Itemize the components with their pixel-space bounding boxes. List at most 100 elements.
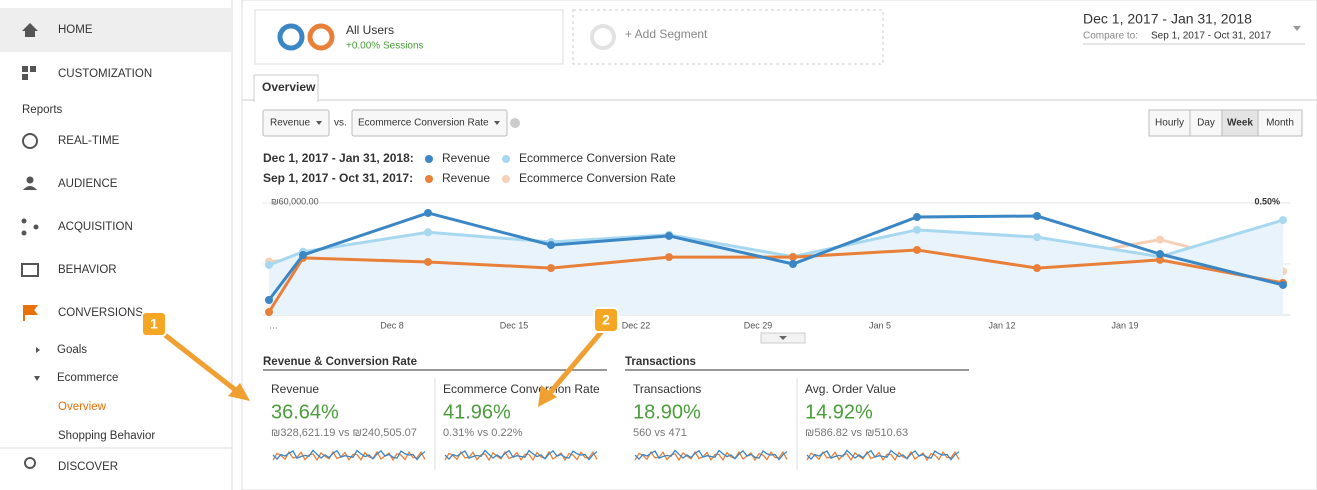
- x-tick-label: …: [269, 320, 278, 330]
- data-point: [265, 260, 273, 269]
- series-line: [268, 218, 1284, 267]
- acq-icon: [33, 224, 39, 230]
- section-title: Revenue & Conversion Rate: [263, 356, 417, 368]
- y-tick-label: ₪60,000.00: [271, 196, 319, 206]
- data-point: [1033, 212, 1041, 221]
- data-point: [913, 213, 921, 222]
- tile-label: Transactions: [633, 382, 701, 396]
- granularity-label[interactable]: Week: [1227, 118, 1253, 129]
- custom-icon: [30, 66, 36, 72]
- metric-select-label[interactable]: Revenue: [270, 118, 310, 129]
- callout-arrowhead: [228, 383, 250, 401]
- metric-select-label[interactable]: Ecommerce Conversion Rate: [358, 118, 489, 129]
- tab-label[interactable]: Overview: [262, 80, 316, 94]
- tile-detail: 0.31% vs 0.22%: [443, 427, 523, 439]
- tile-change: 36.64%: [271, 401, 339, 423]
- legend-label: Revenue: [442, 171, 490, 185]
- legend-label: Ecommerce Conversion Rate: [519, 171, 676, 185]
- add-segment-card[interactable]: [572, 9, 884, 65]
- series-line: [267, 211, 1284, 301]
- data-point: [789, 253, 797, 262]
- granularity-label[interactable]: Month: [1266, 118, 1294, 129]
- segment-ring: [590, 24, 616, 50]
- x-tick-label: Jan 12: [988, 320, 1015, 330]
- data-point: [265, 295, 273, 304]
- person-icon: [26, 176, 34, 184]
- clear-button[interactable]: [510, 118, 520, 128]
- nav-item[interactable]: REAL-TIME: [58, 135, 120, 147]
- tile-label: Avg. Order Value: [805, 382, 896, 396]
- data-point: [1156, 235, 1164, 244]
- segment-card[interactable]: [254, 9, 564, 65]
- segment-detail: +0.00% Sessions: [346, 41, 424, 52]
- acq-icon: [21, 218, 27, 224]
- behavior-icon: [21, 263, 39, 277]
- legend-period: Sep 1, 2017 - Oct 31, 2017:: [263, 171, 413, 185]
- select-arrow: [494, 121, 500, 125]
- tab-cover: [255, 99, 317, 102]
- area: [269, 220, 1283, 315]
- granularity: Hourly Day Week Month: [1148, 109, 1303, 137]
- tile-change: 41.96%: [443, 401, 511, 423]
- data-point: [665, 231, 673, 240]
- nav-subitem[interactable]: Goals: [57, 344, 87, 356]
- segment-name: All Users: [346, 23, 394, 37]
- legend-period: Dec 1, 2017 - Jan 31, 2018:: [263, 151, 414, 165]
- nav-item[interactable]: BEHAVIOR: [58, 264, 117, 276]
- legend-swatch: [425, 175, 433, 183]
- data-point: [665, 253, 673, 262]
- x-tick-label: Dec 8: [380, 320, 404, 330]
- metric-select[interactable]: [262, 109, 330, 137]
- collapse-arrow: [779, 336, 787, 340]
- date-range[interactable]: Dec 1, 2017 - Jan 31, 2018: [1083, 11, 1252, 27]
- sidebar: [0, 0, 232, 490]
- data-point: [1156, 250, 1164, 259]
- nav-item[interactable]: CUSTOMIZATION: [58, 68, 152, 80]
- tree-arrows: [34, 347, 40, 381]
- x-tick-label: Dec 15: [500, 320, 529, 330]
- nav-heading: Reports: [22, 104, 63, 116]
- tile-label: Ecommerce Conversion Rate: [443, 382, 600, 396]
- data-point: [789, 260, 797, 268]
- nav-subitem[interactable]: Overview: [58, 401, 107, 413]
- select-arrow: [316, 121, 322, 125]
- callout-arrow: [163, 333, 240, 394]
- callout-badge: [141, 311, 167, 337]
- nav-subitem[interactable]: Shopping Behavior: [58, 430, 155, 442]
- segment-ring: [307, 23, 335, 51]
- x-tick-label: Dec 29: [744, 320, 773, 330]
- nav-item[interactable]: HOME: [58, 24, 93, 36]
- legend-swatch: [502, 155, 510, 163]
- granularity-label[interactable]: Day: [1197, 118, 1215, 129]
- data-point: [424, 208, 432, 217]
- chart: ₪30,000.00₪60,000.000.25%0.50%…Dec 8Dec …: [263, 196, 1290, 330]
- granularity-button[interactable]: [1257, 109, 1303, 137]
- x-tick-label: Jan 19: [1111, 320, 1138, 330]
- home-icon: [22, 23, 38, 37]
- y2-tick-label: 0.50%: [1254, 196, 1280, 206]
- nav-item[interactable]: ACQUISITION: [58, 221, 133, 233]
- granularity-label[interactable]: Hourly: [1155, 118, 1184, 129]
- metric-select[interactable]: [351, 109, 508, 137]
- nav-item[interactable]: CONVERSIONS: [58, 307, 143, 319]
- sparkline: [444, 449, 598, 461]
- data-point: [1279, 280, 1287, 289]
- granularity-button[interactable]: [1189, 109, 1223, 137]
- add-segment[interactable]: + Add Segment: [625, 27, 708, 41]
- sparkline: [806, 449, 960, 461]
- segment-ring: [277, 23, 305, 51]
- sparkline: [634, 449, 788, 461]
- x-tick-label: Jan 5: [869, 320, 891, 330]
- legend-label: Ecommerce Conversion Rate: [519, 151, 676, 165]
- nav-item[interactable]: AUDIENCE: [58, 178, 118, 190]
- data-point: [1033, 264, 1041, 273]
- nav-item[interactable]: DISCOVER: [58, 461, 118, 473]
- series-line: [267, 248, 1284, 313]
- tile-change: 18.90%: [633, 401, 701, 423]
- scorecards: Revenue & Conversion Rate Revenue 36.64% ₪3…: [263, 356, 969, 470]
- section-title: Transactions: [625, 356, 696, 368]
- nav-subitem[interactable]: Ecommerce: [57, 372, 118, 384]
- tile-change: 14.92%: [805, 401, 873, 423]
- tile-label: Revenue: [271, 382, 319, 396]
